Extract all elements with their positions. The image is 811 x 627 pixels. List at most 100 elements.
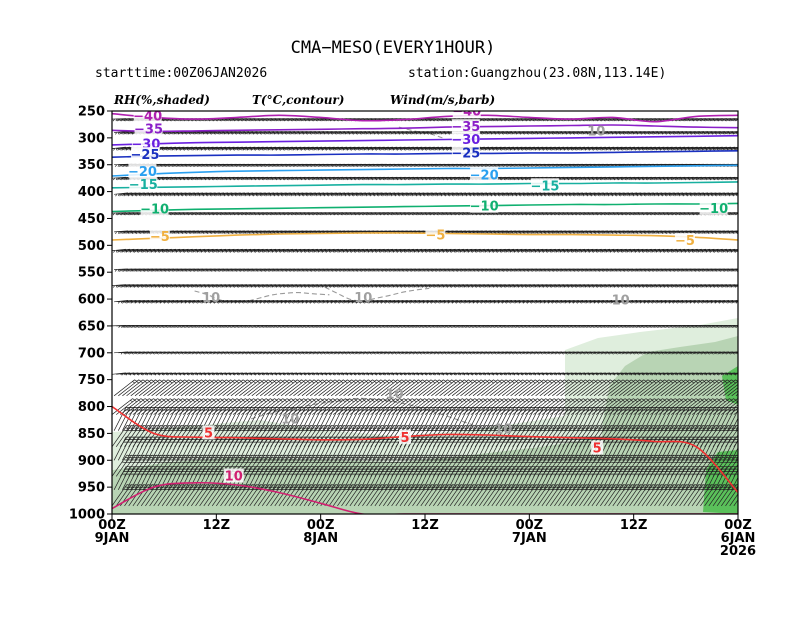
wind-barb — [714, 436, 733, 461]
wind-barb — [595, 454, 616, 477]
wind-barb — [462, 454, 483, 477]
wind-barb — [124, 454, 145, 477]
wind-barb — [718, 466, 737, 490]
wind-barb — [579, 425, 599, 448]
wind-barb — [470, 484, 491, 507]
wind-barb — [447, 436, 466, 461]
wind-barb — [161, 484, 182, 507]
wind-barb — [268, 466, 286, 490]
contour-label-bg — [134, 121, 163, 136]
wind-barb — [301, 466, 319, 490]
wind-barb — [441, 454, 462, 477]
wind-barb — [280, 436, 299, 461]
wind-barb — [251, 466, 269, 490]
wind-barb — [451, 436, 470, 461]
wind-barb — [362, 454, 382, 477]
wind-barb — [253, 425, 274, 448]
wind-barb — [489, 466, 507, 490]
wind-barb — [138, 436, 157, 461]
wind-barb — [666, 454, 687, 477]
wind-barb — [591, 484, 612, 507]
wind-barb — [537, 484, 558, 507]
wind-barb — [349, 454, 370, 477]
wind-barb — [545, 484, 566, 507]
wind-barb — [343, 466, 361, 490]
wind-barb — [572, 466, 591, 490]
wind-barb — [303, 484, 324, 507]
wind-barb — [136, 484, 157, 507]
wind-barb — [491, 484, 512, 507]
wind-barb — [529, 484, 549, 507]
temperature-contour-label: −5 — [150, 230, 170, 245]
wind-barb — [322, 466, 340, 490]
wind-barb — [696, 484, 716, 507]
wind-barb — [272, 466, 290, 490]
wind-barb — [330, 466, 349, 490]
wind-barb — [441, 425, 462, 448]
wind-barb — [570, 454, 591, 477]
y-tick-label: 250 — [78, 105, 105, 120]
wind-barb — [278, 454, 299, 477]
wind-barb — [449, 484, 470, 507]
wind-barb — [251, 436, 269, 461]
wind-barb — [677, 436, 695, 461]
wind-barb — [282, 425, 303, 448]
wind-barb — [270, 484, 291, 507]
wind-barb — [464, 436, 482, 461]
wind-barb — [476, 466, 495, 490]
wind-barb — [157, 484, 178, 507]
x-tick-date: 7JAN — [512, 531, 547, 546]
wind-barb — [449, 425, 470, 448]
wind-barb — [533, 425, 554, 448]
contour-label-bg — [451, 145, 480, 160]
wind-barb — [426, 466, 445, 490]
wind-barb — [418, 466, 436, 490]
wind-barb — [614, 466, 632, 490]
rh-shade-saturated — [722, 366, 738, 405]
wind-barb — [341, 425, 362, 448]
temperature-contour-label: −10 — [470, 200, 499, 215]
wind-barb — [166, 484, 186, 507]
wind-barb — [149, 425, 170, 448]
wind-barb — [574, 454, 595, 477]
wind-barb — [216, 454, 236, 477]
wind-barb — [353, 425, 374, 448]
wind-barb — [266, 484, 286, 507]
wind-barb — [236, 425, 257, 448]
wind-barb — [112, 484, 132, 507]
wind-barb — [602, 466, 620, 490]
wind-barb — [725, 457, 738, 477]
contour-label-bg — [425, 227, 446, 242]
wind-barb — [228, 425, 249, 448]
wind-barb — [666, 425, 687, 448]
wind-barb — [483, 454, 503, 477]
wind-barb — [328, 425, 349, 448]
wind-barb — [253, 484, 274, 507]
rh-contour-label: 10 — [354, 291, 372, 306]
wind-barb — [458, 425, 478, 448]
wind-barb — [314, 466, 332, 490]
wind-barb — [357, 425, 378, 448]
wind-barb — [729, 463, 738, 477]
wind-barb — [616, 454, 637, 477]
wind-barb — [314, 436, 332, 461]
temperature-contour — [112, 150, 738, 158]
wind-barb — [721, 484, 738, 507]
wind-barb — [385, 466, 403, 490]
temperature-contour — [112, 112, 738, 123]
wind-barb — [234, 436, 253, 461]
wind-barb — [282, 454, 303, 477]
temperature-contour-label: −40 — [452, 105, 481, 120]
wind-barb — [658, 484, 679, 507]
wind-barb — [430, 466, 449, 490]
wind-barb — [366, 454, 387, 477]
wind-barb — [510, 466, 528, 490]
wind-barb — [140, 484, 161, 507]
wind-barb — [211, 454, 232, 477]
wind-barb — [188, 466, 207, 490]
wind-barb — [410, 466, 428, 490]
wind-barb — [182, 454, 203, 477]
wind-barb — [357, 484, 378, 507]
wind-barb — [687, 425, 708, 448]
wind-barb — [274, 454, 295, 477]
